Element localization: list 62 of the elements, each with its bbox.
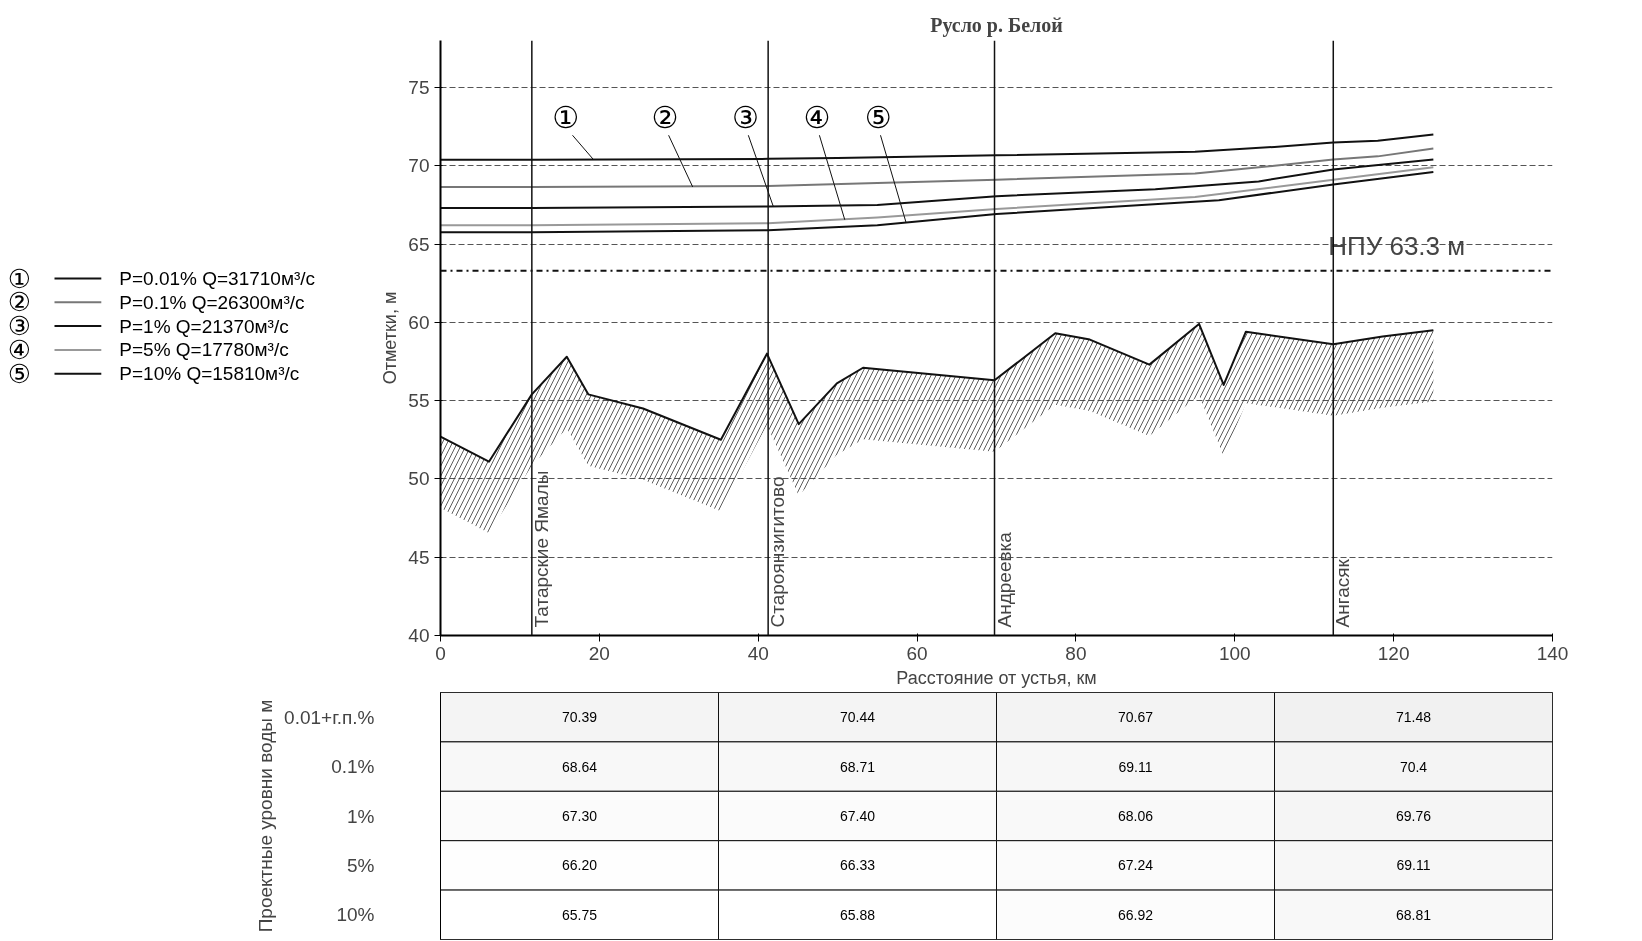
data-label: 68.64 <box>561 758 598 775</box>
y-tick-label: 0.1% <box>331 756 375 778</box>
annotation: ③ <box>732 100 759 136</box>
data-label: 70.67 <box>1117 709 1154 726</box>
data-label: 70.39 <box>561 709 598 726</box>
x-tick-label: 140 <box>1536 642 1569 664</box>
legend-label: P=5% Q=17780м³/с <box>119 339 289 361</box>
line-series <box>440 166 1435 227</box>
y-tick-label: 65 <box>408 233 430 255</box>
data-label: 70.4 <box>1399 758 1428 775</box>
y-tick-label: 0.01+г.п.% <box>284 706 375 728</box>
x-tick-label: 0 <box>435 642 446 664</box>
text: ⑤ <box>7 358 32 389</box>
x-tick-label: 60 <box>906 642 928 664</box>
y-tick-label: 60 <box>408 311 430 333</box>
ref-line-label: Староянзигитово <box>767 476 789 628</box>
y-tick-label: 75 <box>408 76 430 98</box>
x-tick-label: 40 <box>747 642 769 664</box>
data-label: 68.71 <box>839 758 876 775</box>
ref-line-label: Татарские Ямалы <box>530 470 552 628</box>
data-label: 69.11 <box>1118 758 1153 775</box>
data-label: 68.06 <box>1117 808 1154 824</box>
data-label: 67.24 <box>1117 857 1154 874</box>
data-label: 71.48 <box>1395 709 1432 726</box>
data-label: 69.11 <box>1396 857 1431 874</box>
data-label: 66.92 <box>1117 906 1154 923</box>
y-tick-label: 45 <box>408 546 430 568</box>
data-label: 66.33 <box>839 857 876 874</box>
chart-title: Русло р. Белой <box>930 13 1063 37</box>
data-label: 66.20 <box>561 857 598 874</box>
y-tick-label: 50 <box>408 468 430 490</box>
x-tick-label: 20 <box>588 642 610 664</box>
x-tick-label: 100 <box>1218 642 1251 664</box>
y-tick-label: 55 <box>408 390 430 412</box>
x-tick-label: 80 <box>1065 642 1087 664</box>
y-axis-title: Отметки, м <box>380 291 401 385</box>
data-label: 68.81 <box>1395 906 1432 923</box>
x-axis-title: Расстояние от устья, км <box>896 667 1097 688</box>
annotation: ⑤ <box>864 100 892 136</box>
legend-label: P=10% Q=15810м³/с <box>119 363 300 385</box>
y-tick-label: 70 <box>408 155 430 177</box>
y-axis-title: Проектные уровни воды м <box>255 699 277 933</box>
data-label: 70.44 <box>839 709 876 726</box>
data-label: 65.88 <box>839 906 876 923</box>
data-label: 69.76 <box>1395 808 1432 824</box>
x-tick-label: 120 <box>1377 642 1410 664</box>
legend-label: P=1% Q=21370м³/с <box>119 315 289 337</box>
annotation: ② <box>651 100 679 136</box>
line-series <box>440 147 1435 189</box>
annotation: ① <box>552 100 580 136</box>
y-tick-label: 1% <box>347 805 375 827</box>
data-label: 67.40 <box>839 808 876 824</box>
y-tick-label: 5% <box>347 854 375 876</box>
ref-line-label: Ангасяк <box>1332 558 1354 628</box>
legend-label: P=0.01% Q=31710м³/с <box>119 268 316 289</box>
data-label: 67.30 <box>561 808 598 824</box>
annotation: ④ <box>803 100 831 136</box>
data-label: 65.75 <box>561 906 598 923</box>
legend-label: P=0.1% Q=26300м³/с <box>119 291 305 313</box>
y-tick-label: 10% <box>336 904 375 926</box>
ref-line-label: Андреевка <box>993 531 1015 628</box>
y-tick-label: 40 <box>408 625 430 646</box>
